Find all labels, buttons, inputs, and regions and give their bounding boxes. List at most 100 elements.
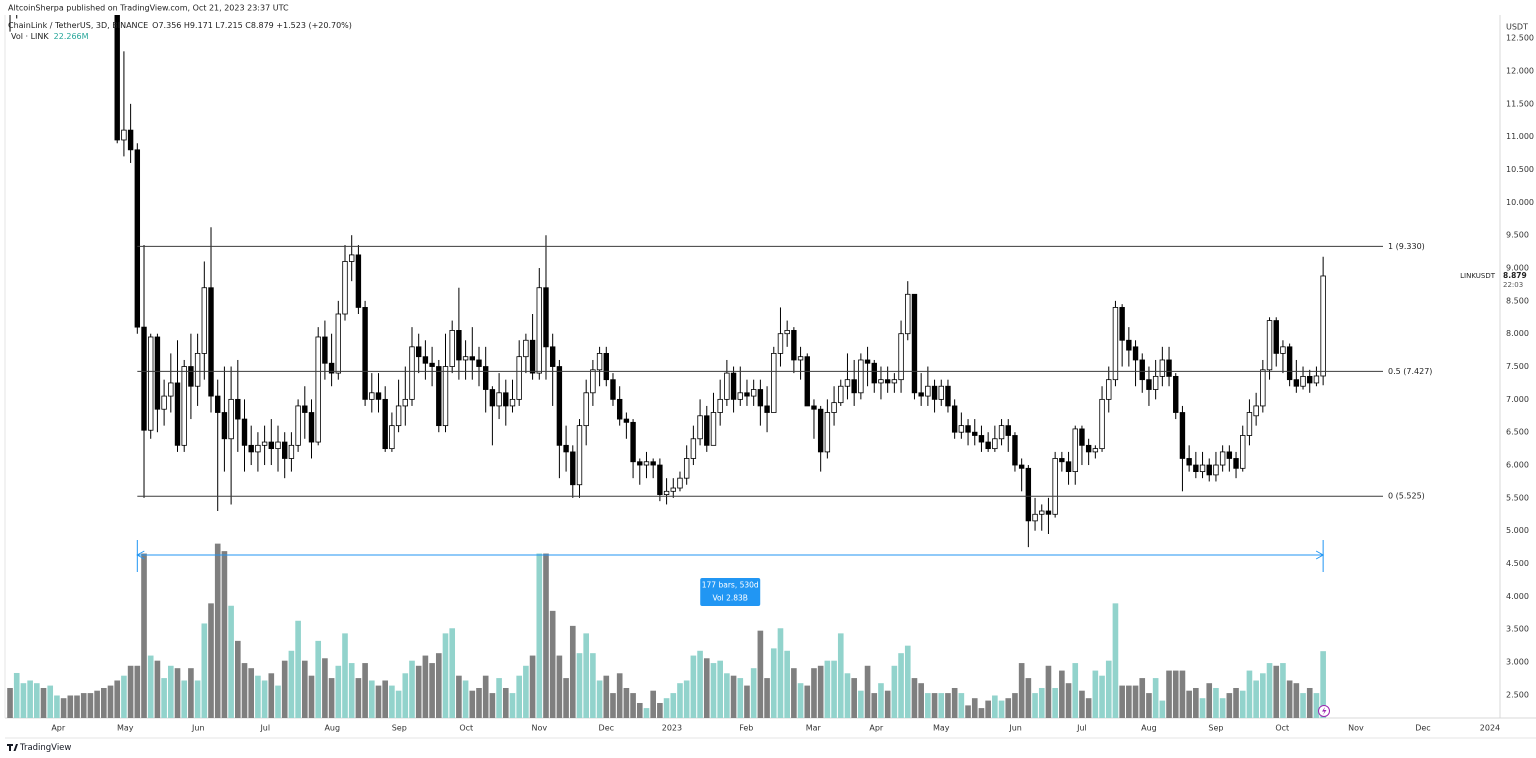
volume-bar xyxy=(301,660,308,718)
volume-bar xyxy=(858,690,864,718)
candle-body xyxy=(590,369,596,394)
volume-bar xyxy=(1032,693,1038,718)
volume-bar xyxy=(650,690,656,718)
symbol: ChainLink / TetherUS, 3D, BINANCE O7.356 … xyxy=(8,21,352,30)
candle-body xyxy=(543,287,549,348)
volume-bar xyxy=(201,623,208,718)
volume-bar xyxy=(757,630,764,718)
volume-bar xyxy=(1025,678,1032,718)
candle-body xyxy=(891,379,898,384)
volume-bar xyxy=(791,668,797,718)
candle-body xyxy=(288,444,295,459)
volume-bar xyxy=(690,655,697,718)
candle-body xyxy=(362,307,368,400)
volume-bar xyxy=(496,678,502,718)
candle-body xyxy=(1233,458,1239,469)
volume-bar xyxy=(27,680,33,718)
candle-body xyxy=(268,441,275,450)
y-tick-label: 11.000 xyxy=(1506,132,1534,141)
volume-bar xyxy=(107,685,114,718)
candle-body xyxy=(610,379,616,400)
volume-bar xyxy=(34,683,40,718)
volume-bar xyxy=(415,665,422,718)
volume-bar xyxy=(844,673,851,718)
volume-bar xyxy=(462,680,469,718)
candle-body xyxy=(1025,467,1032,522)
volume-bar xyxy=(268,673,275,718)
y-tick-label: 10.500 xyxy=(1506,165,1534,174)
volume-bar xyxy=(1112,603,1119,718)
volume-bar xyxy=(74,695,80,718)
publisher: AltcoinSherpa published on TradingView.c… xyxy=(8,4,289,13)
y-tick-label: 11.500 xyxy=(1506,99,1534,108)
candle-body xyxy=(931,385,938,400)
volume-bar xyxy=(677,683,683,718)
volume-bar xyxy=(1233,687,1239,718)
volume-bar xyxy=(1126,685,1132,718)
candle-body xyxy=(804,356,810,407)
candle-body xyxy=(905,293,911,335)
volume-bar xyxy=(864,665,871,718)
candle-body xyxy=(395,405,402,427)
fib-level-label: 0.5 (7.427) xyxy=(1388,367,1432,376)
volume-bar xyxy=(911,678,918,718)
volume-bar xyxy=(1179,670,1186,718)
volume-bar xyxy=(583,633,589,718)
volume-bar xyxy=(764,678,770,718)
volume-bar xyxy=(590,653,596,718)
volume-bar xyxy=(871,693,878,718)
candle-body xyxy=(730,372,737,400)
volume-bar xyxy=(1038,687,1045,718)
candle-body xyxy=(1159,359,1166,377)
volume-bar xyxy=(549,610,556,718)
candle-body xyxy=(462,356,469,361)
volume-bar xyxy=(1085,698,1092,718)
volume-bar xyxy=(502,687,509,718)
candle-layer xyxy=(9,15,1326,548)
candle-body xyxy=(188,366,194,387)
volume-bar xyxy=(54,695,60,718)
candle-body xyxy=(1219,451,1226,466)
volume-bar xyxy=(1313,693,1320,718)
candle-body xyxy=(1313,375,1320,384)
candle-body xyxy=(415,346,422,358)
volume-bar xyxy=(925,693,931,718)
candle-body xyxy=(737,392,743,400)
volume-bar xyxy=(697,650,703,718)
volume-bar xyxy=(141,553,147,718)
x-tick-label: 2023 xyxy=(662,724,682,733)
x-tick-label: Sep xyxy=(392,724,407,733)
volume-bar xyxy=(610,693,616,718)
volume-bar xyxy=(1099,675,1105,718)
volume-bar xyxy=(784,650,790,718)
volume-bar xyxy=(1246,670,1253,718)
overlay-layer: 2.500 3.000 3.500 4.000 4.500 5.000 5.500 6.000… xyxy=(51,34,1534,733)
candle-body xyxy=(817,408,824,453)
candle-body xyxy=(1112,307,1119,381)
candle-body xyxy=(563,444,569,453)
volume-bar xyxy=(456,675,462,718)
candle-body xyxy=(630,421,636,463)
candle-body xyxy=(844,379,851,387)
volume-bar xyxy=(154,660,161,718)
volume-bar xyxy=(1186,690,1192,718)
volume-bar xyxy=(978,708,985,718)
x-tick-label: Jun xyxy=(1008,724,1022,733)
x-tick-label: May xyxy=(117,724,134,733)
volume-bar xyxy=(576,653,583,718)
volume-bar xyxy=(904,645,911,718)
measure-head xyxy=(1315,550,1325,560)
candle-body xyxy=(1213,464,1219,476)
volume-bar xyxy=(134,665,141,718)
candle-body xyxy=(831,402,837,413)
candle-body xyxy=(422,356,429,364)
candle-body xyxy=(1139,359,1145,381)
candle-body xyxy=(945,385,951,407)
volume-bar xyxy=(368,680,375,718)
candle-body xyxy=(1052,458,1058,515)
measure-head xyxy=(136,550,145,560)
candle-body xyxy=(1286,346,1293,381)
candle-body xyxy=(1152,375,1159,390)
y-tick-label: 4.000 xyxy=(1506,592,1529,601)
candle-body xyxy=(536,287,542,374)
